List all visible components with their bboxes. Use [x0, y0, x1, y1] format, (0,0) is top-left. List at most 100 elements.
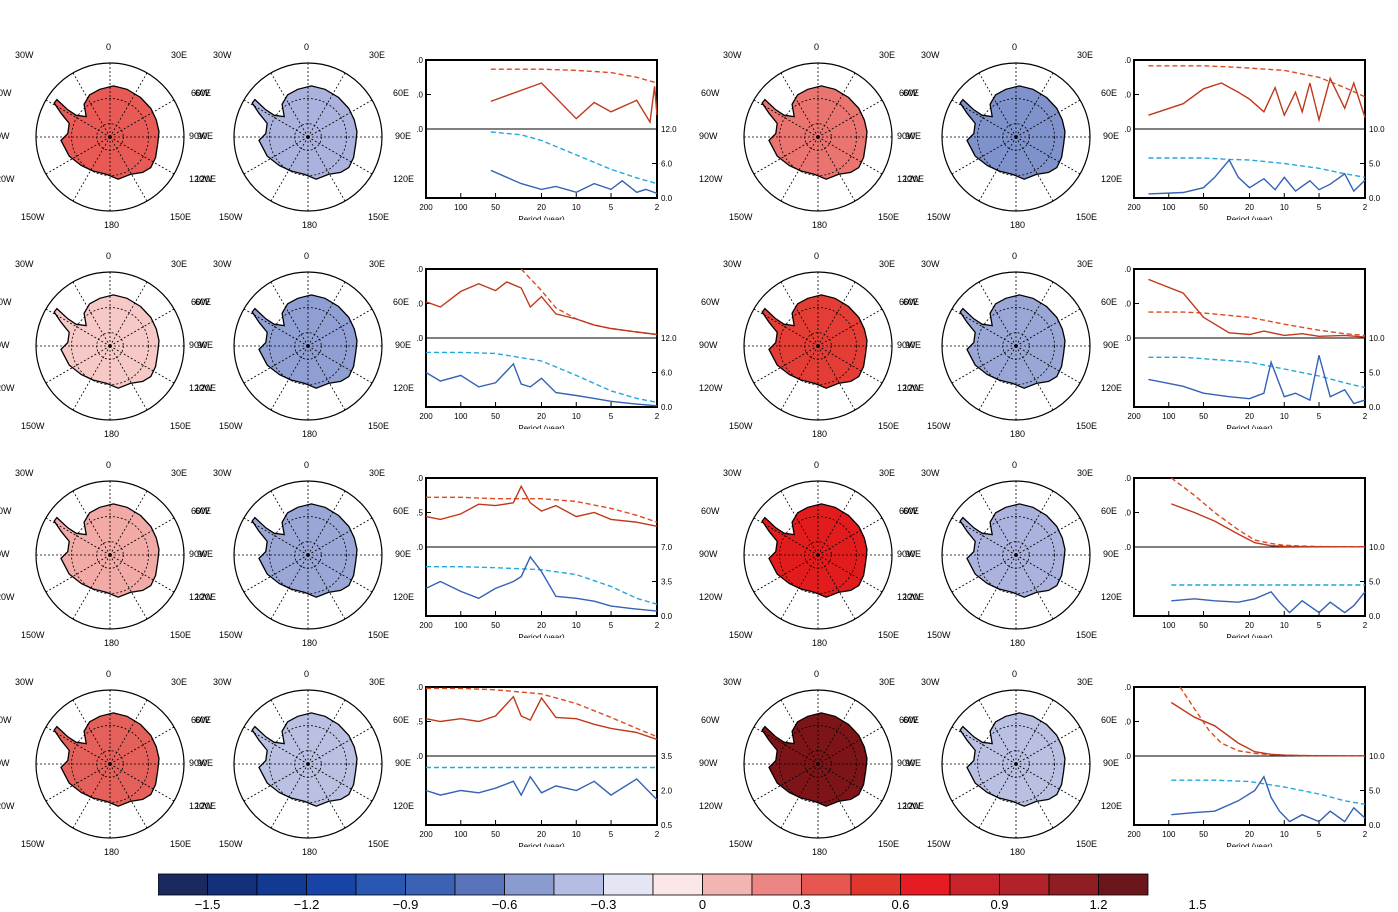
lon-label: 60W [0, 715, 12, 725]
lon-label: 150E [878, 839, 900, 849]
y-tick-label: 7.0 [661, 543, 673, 552]
lon-label: 90E [395, 340, 412, 350]
lon-label: 120E [903, 592, 925, 602]
lon-label: 60W [191, 506, 210, 516]
lon-label: 120W [897, 801, 921, 811]
polar-map-mode1 [743, 271, 893, 421]
lon-label: 60E [903, 297, 920, 307]
mode2-spectrum-line [425, 775, 658, 801]
mode2-map [931, 261, 1101, 431]
lon-label: 120E [195, 592, 217, 602]
lon-label: 90E [905, 758, 922, 768]
colorbar-swatch [999, 873, 1050, 896]
lon-label: 90E [905, 340, 922, 350]
lon-label: 60W [0, 88, 12, 98]
x-tick-label: 200 [419, 830, 433, 839]
lon-label: 90E [395, 549, 412, 559]
antarctica-shape [959, 503, 1066, 598]
lon-label: 30E [879, 259, 896, 269]
mode1-map [733, 261, 903, 431]
y-tick-label: 12.0 [661, 334, 677, 343]
mode2-spectrum-line [490, 169, 658, 195]
lon-label: 120E [393, 383, 415, 393]
lon-label: 120W [0, 592, 15, 602]
lon-label: 150W [729, 630, 753, 640]
lon-label: 120W [699, 801, 723, 811]
spectrum-chart: 8.0 4.0 0.0 12.0 6.0 0.0 200 100 50 20 10 5 2 Period … [416, 259, 706, 429]
spectrum-chart: 80.0 40.0 0.0 10.0 5.0 0.0 100 50 20 10 5 2 Period (… [1124, 468, 1398, 638]
x-tick-label: 10 [572, 412, 581, 421]
lon-label: 60W [0, 297, 12, 307]
lon-label: 30W [15, 677, 34, 687]
lon-label: 180 [302, 429, 318, 439]
y-tick-label: 6.0 [416, 56, 424, 65]
x-tick-label: 5 [1317, 412, 1322, 421]
x-tick-label: 100 [1162, 621, 1176, 630]
lon-label: 0 [106, 669, 112, 679]
lon-label: 150E [878, 212, 900, 222]
lon-label: 150E [368, 212, 390, 222]
lon-label: 150W [219, 839, 243, 849]
x-tick-label: 50 [491, 412, 500, 421]
mode1-spectrum-line [1148, 278, 1366, 338]
spectrum-plot: 6.0 3.0 0.0 12.0 6.0 0.0 200 100 50 20 10 5 2 Period … [416, 56, 677, 220]
mode1-map [25, 679, 195, 849]
polar-map-mode1 [35, 689, 185, 839]
lon-label: 90W [897, 131, 916, 141]
lon-label: 150E [1076, 839, 1098, 849]
mode2-significance-line [1148, 356, 1366, 389]
mode1-significance-line [490, 68, 658, 84]
lon-label: 150E [170, 630, 192, 640]
x-axis-label: Period (year) [1226, 215, 1273, 220]
x-tick-label: 100 [1162, 203, 1176, 212]
lon-label: 120W [189, 592, 213, 602]
colorbar-tick-label: 0.9 [990, 897, 1008, 912]
lon-label: 90W [0, 131, 10, 141]
y-tick-label: 6.0 [1124, 56, 1132, 65]
lon-label: 90W [699, 758, 718, 768]
lon-label: 60E [195, 88, 212, 98]
x-tick-label: 20 [1245, 203, 1254, 212]
lon-label: 0 [304, 669, 310, 679]
x-tick-label: 100 [454, 412, 468, 421]
mode1-map [25, 52, 195, 222]
lon-label: 0 [814, 42, 820, 52]
lon-label: 150E [170, 212, 192, 222]
lon-label: 90W [699, 549, 718, 559]
lon-label: 60W [899, 88, 918, 98]
lon-label: 150W [927, 839, 951, 849]
colorbar-swatch [949, 873, 1000, 896]
colorbar-swatch [652, 873, 703, 896]
lon-label: 60E [1101, 297, 1118, 307]
x-tick-label: 5 [1317, 830, 1322, 839]
lon-label: 180 [1010, 220, 1026, 230]
lon-label: 150W [729, 839, 753, 849]
mode1-spectrum-line [425, 281, 658, 336]
lon-label: 90W [699, 340, 718, 350]
lon-label: 120E [195, 174, 217, 184]
lon-label: 30E [1077, 468, 1094, 478]
x-tick-label: 50 [1199, 621, 1208, 630]
x-tick-label: 5 [609, 412, 614, 421]
x-tick-label: 5 [609, 203, 614, 212]
colorbar-tick-label: −0.6 [492, 897, 518, 912]
mode1-significance-line [426, 496, 658, 523]
lon-label: 150W [219, 421, 243, 431]
mode2-spectrum-line [425, 555, 658, 612]
lon-label: 0 [106, 251, 112, 261]
x-tick-label: 100 [454, 203, 468, 212]
lon-label: 0 [106, 42, 112, 52]
mode1-spectrum-line [1171, 503, 1365, 548]
lon-label: 30W [213, 677, 232, 687]
mode2-spectrum-line [1171, 590, 1366, 614]
lon-label: 120E [1101, 383, 1123, 393]
mode1-significance-line [520, 268, 658, 336]
lon-label: 0 [304, 460, 310, 470]
lon-label: 30W [723, 259, 742, 269]
x-tick-label: 50 [491, 203, 500, 212]
antarctica-shape [761, 294, 868, 389]
lon-label: 30E [369, 50, 386, 60]
mode1-map [733, 470, 903, 640]
lon-label: 90E [1103, 340, 1120, 350]
lon-label: 90E [1103, 758, 1120, 768]
